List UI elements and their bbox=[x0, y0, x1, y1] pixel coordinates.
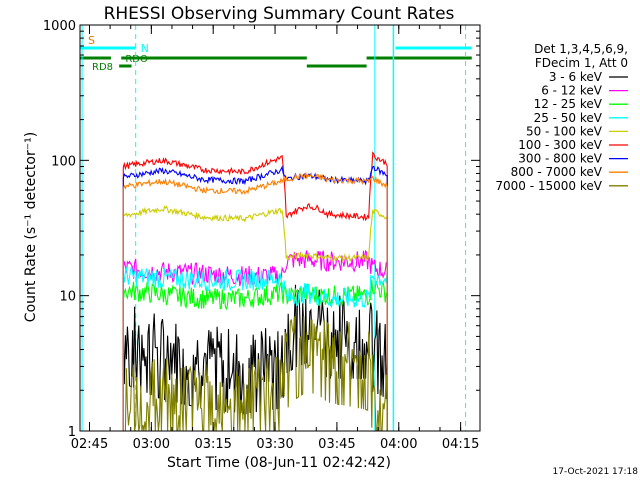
legend-label-5: 50 - 100 keV bbox=[526, 124, 603, 138]
plot-area bbox=[122, 151, 388, 432]
legend-header-line-1: Det 1,3,4,5,6,9, bbox=[534, 42, 628, 56]
night-flag-label: N bbox=[141, 42, 149, 55]
plot-frame bbox=[79, 24, 481, 432]
x-tick-label: 04:00 bbox=[380, 437, 417, 452]
y-tick-label: 10 bbox=[59, 290, 76, 305]
y-tick-label: 1000 bbox=[43, 19, 76, 34]
legend: Det 1,3,4,5,6,9, FDecim 1, Att 0 3 - 6 k… bbox=[495, 42, 628, 193]
rdo-flag-label: RDO bbox=[125, 54, 148, 65]
x-tick-label: 03:45 bbox=[318, 437, 355, 452]
legend-label-2: 6 - 12 keV bbox=[541, 84, 603, 98]
saa-flag-label: S bbox=[88, 34, 95, 47]
series-line-5 bbox=[122, 205, 388, 431]
x-axis-label: Start Time (08-Jun-11 02:42:42) bbox=[167, 455, 391, 471]
x-tick-label: 04:15 bbox=[442, 437, 479, 452]
series-line-7 bbox=[122, 165, 388, 431]
y-tick-label: 100 bbox=[51, 154, 76, 169]
series-line-6 bbox=[122, 151, 388, 431]
series-line-9 bbox=[123, 316, 388, 432]
timestamp: 17-Oct-2021 17:18 bbox=[553, 467, 639, 477]
legend-header-line-2: FDecim 1, Att 0 bbox=[535, 56, 628, 70]
legend-label-6: 100 - 300 keV bbox=[518, 138, 602, 152]
y-axis-label: Count Rate (s⁻¹ detector⁻¹) bbox=[23, 132, 39, 322]
legend-label-4: 25 - 50 keV bbox=[534, 111, 603, 125]
axes: 1 10 100 1000 02:45 03:00 03:15 03:30 03:45 04:00… bbox=[43, 19, 481, 452]
x-tick-label: 03:30 bbox=[256, 437, 293, 452]
x-tick-label: 03:15 bbox=[194, 437, 231, 452]
rd8-flag-label: RD8 bbox=[92, 62, 113, 73]
x-tick-label: 02:45 bbox=[71, 437, 108, 452]
series-line-2 bbox=[122, 249, 388, 431]
series-line-3 bbox=[122, 279, 388, 431]
legend-label-3: 12 - 25 keV bbox=[534, 97, 603, 111]
legend-label-8: 800 - 7000 keV bbox=[511, 165, 603, 179]
y-tick-label: 1 bbox=[68, 425, 76, 440]
legend-label-7: 300 - 800 keV bbox=[518, 152, 602, 166]
legend-label-9: 7000 - 15000 keV bbox=[495, 179, 602, 193]
x-tick-label: 03:00 bbox=[133, 437, 170, 452]
series-line-8 bbox=[122, 171, 388, 431]
series-line-4 bbox=[122, 266, 388, 431]
chart-title: RHESSI Observing Summary Count Rates bbox=[104, 4, 455, 24]
legend-label-1: 3 - 6 keV bbox=[549, 70, 603, 84]
